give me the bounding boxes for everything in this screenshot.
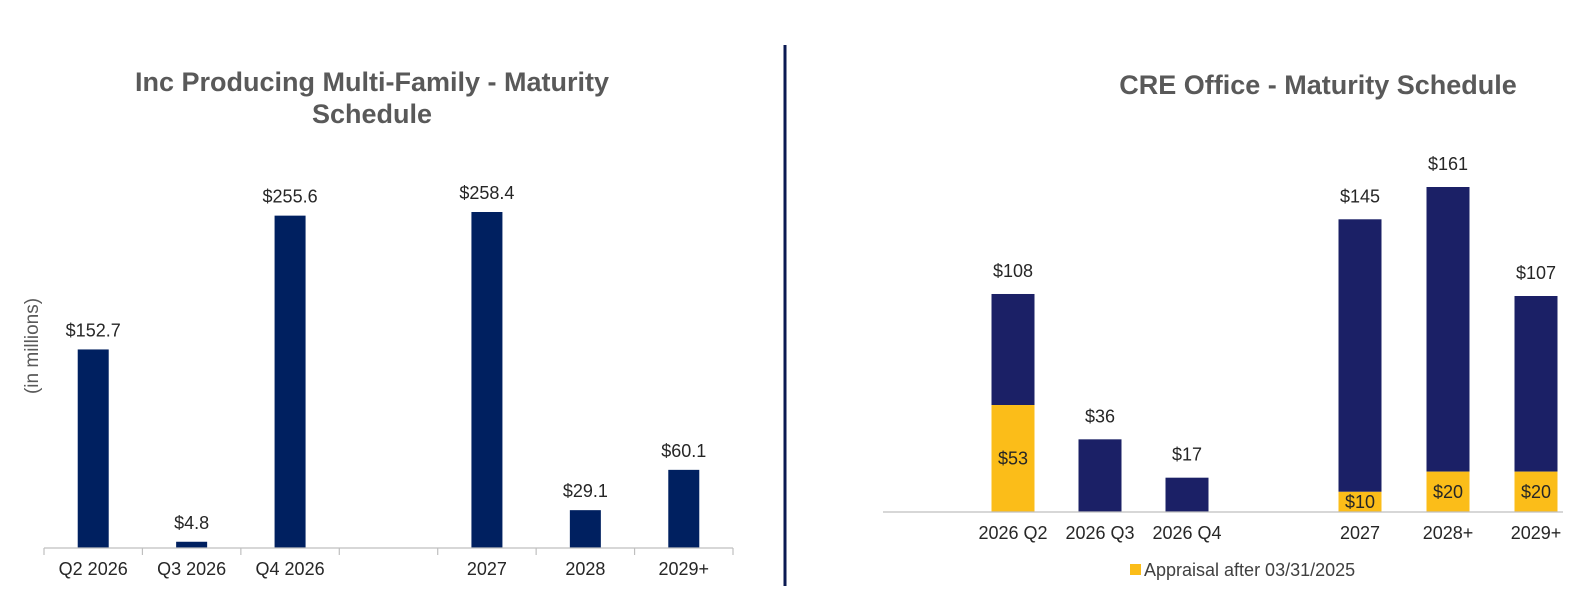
cre-office-appraisal-value-label: $20 xyxy=(1521,482,1551,502)
multifamily-bar-value-label: $60.1 xyxy=(661,441,706,461)
cre-office-total-value-label: $36 xyxy=(1085,406,1115,426)
multifamily-maturity-chart: Inc Producing Multi-Family - Maturity Sc… xyxy=(22,67,734,579)
cre-office-total-value-label: $161 xyxy=(1428,154,1468,174)
cre-office-bar-remaining xyxy=(991,293,1035,406)
cre-office-bar-appraisal xyxy=(991,405,1035,512)
cre-office-appraisal-value-label: $10 xyxy=(1345,492,1375,512)
cre-office-x-tick-label: 2026 Q3 xyxy=(1065,523,1134,543)
multifamily-bar xyxy=(77,349,109,548)
cre-office-total-value-label: $17 xyxy=(1172,445,1202,465)
multifamily-x-tick-label: Q3 2026 xyxy=(157,559,226,579)
multifamily-x-axis: Q2 2026 Q3 2026 Q4 2026 2027 2028 2029+ xyxy=(43,547,734,579)
cre-office-x-tick-label: 2027 xyxy=(1340,523,1380,543)
cre-office-bars xyxy=(991,187,1558,512)
cre-office-total-value-label: $145 xyxy=(1340,186,1380,206)
cre-office-data-labels: $53 $108 $36 $17 $10 $145 $20 $161 $20 $107 xyxy=(993,154,1556,512)
cre-office-x-tick-label: 2026 Q4 xyxy=(1152,523,1221,543)
multifamily-x-tick-label: 2027 xyxy=(467,559,507,579)
legend-swatch-appraisal xyxy=(1130,564,1141,575)
cre-office-appraisal-value-label: $20 xyxy=(1433,482,1463,502)
multifamily-bar xyxy=(274,215,306,548)
multifamily-bar-value-label: $4.8 xyxy=(174,513,209,533)
multifamily-bar-value-label: $258.4 xyxy=(459,183,514,203)
cre-office-maturity-chart: CRE Office - Maturity Schedule $53 $108 $3… xyxy=(883,70,1563,580)
multifamily-x-tick-label: 2028 xyxy=(565,559,605,579)
multifamily-x-tick-label: 2029+ xyxy=(659,559,710,579)
multifamily-bar-value-label: $255.6 xyxy=(263,187,318,207)
multifamily-bar xyxy=(569,510,601,548)
cre-office-bar-appraisal xyxy=(1514,471,1558,512)
cre-office-x-tick-label: 2028+ xyxy=(1423,523,1474,543)
cre-office-bar-remaining xyxy=(1426,187,1470,472)
multifamily-data-labels: $152.7 $4.8 $255.6 $258.4 $29.1 $60.1 xyxy=(66,183,707,533)
multifamily-bar-value-label: $152.7 xyxy=(66,320,121,340)
cre-office-total-value-label: $107 xyxy=(1516,263,1556,283)
cre-office-bar-remaining xyxy=(1338,219,1382,492)
cre-office-x-tick-label: 2029+ xyxy=(1511,523,1562,543)
multifamily-y-axis-label: (in millions) xyxy=(22,298,43,394)
cre-office-bar-remaining xyxy=(1514,296,1558,472)
multifamily-x-tick-label: Q4 2026 xyxy=(256,559,325,579)
cre-office-appraisal-value-label: $53 xyxy=(998,449,1028,469)
multifamily-bar xyxy=(471,212,503,548)
cre-office-bar-remaining xyxy=(1165,477,1209,512)
multifamily-bars xyxy=(77,212,700,548)
legend-label-appraisal: Appraisal after 03/31/2025 xyxy=(1144,560,1355,580)
multifamily-bar-value-label: $29.1 xyxy=(563,481,608,501)
multifamily-bar xyxy=(176,541,208,548)
cre-office-bar-remaining xyxy=(1078,439,1122,512)
cre-office-chart-title: CRE Office - Maturity Schedule xyxy=(1119,70,1517,100)
multifamily-bar xyxy=(668,469,700,548)
cre-office-bar-appraisal xyxy=(1338,491,1382,512)
cre-office-bar-appraisal xyxy=(1426,471,1470,512)
multifamily-chart-title-line-2: Schedule xyxy=(312,99,432,129)
cre-office-x-axis: 2026 Q2 2026 Q3 2026 Q4 2027 2028+ 2029+ xyxy=(883,511,1563,543)
cre-office-total-value-label: $108 xyxy=(993,261,1033,281)
cre-office-x-tick-label: 2026 Q2 xyxy=(978,523,1047,543)
multifamily-chart-title-line-1: Inc Producing Multi-Family - Maturity xyxy=(135,67,609,97)
multifamily-x-tick-label: Q2 2026 xyxy=(59,559,128,579)
cre-office-legend: Appraisal after 03/31/2025 xyxy=(1130,560,1355,580)
